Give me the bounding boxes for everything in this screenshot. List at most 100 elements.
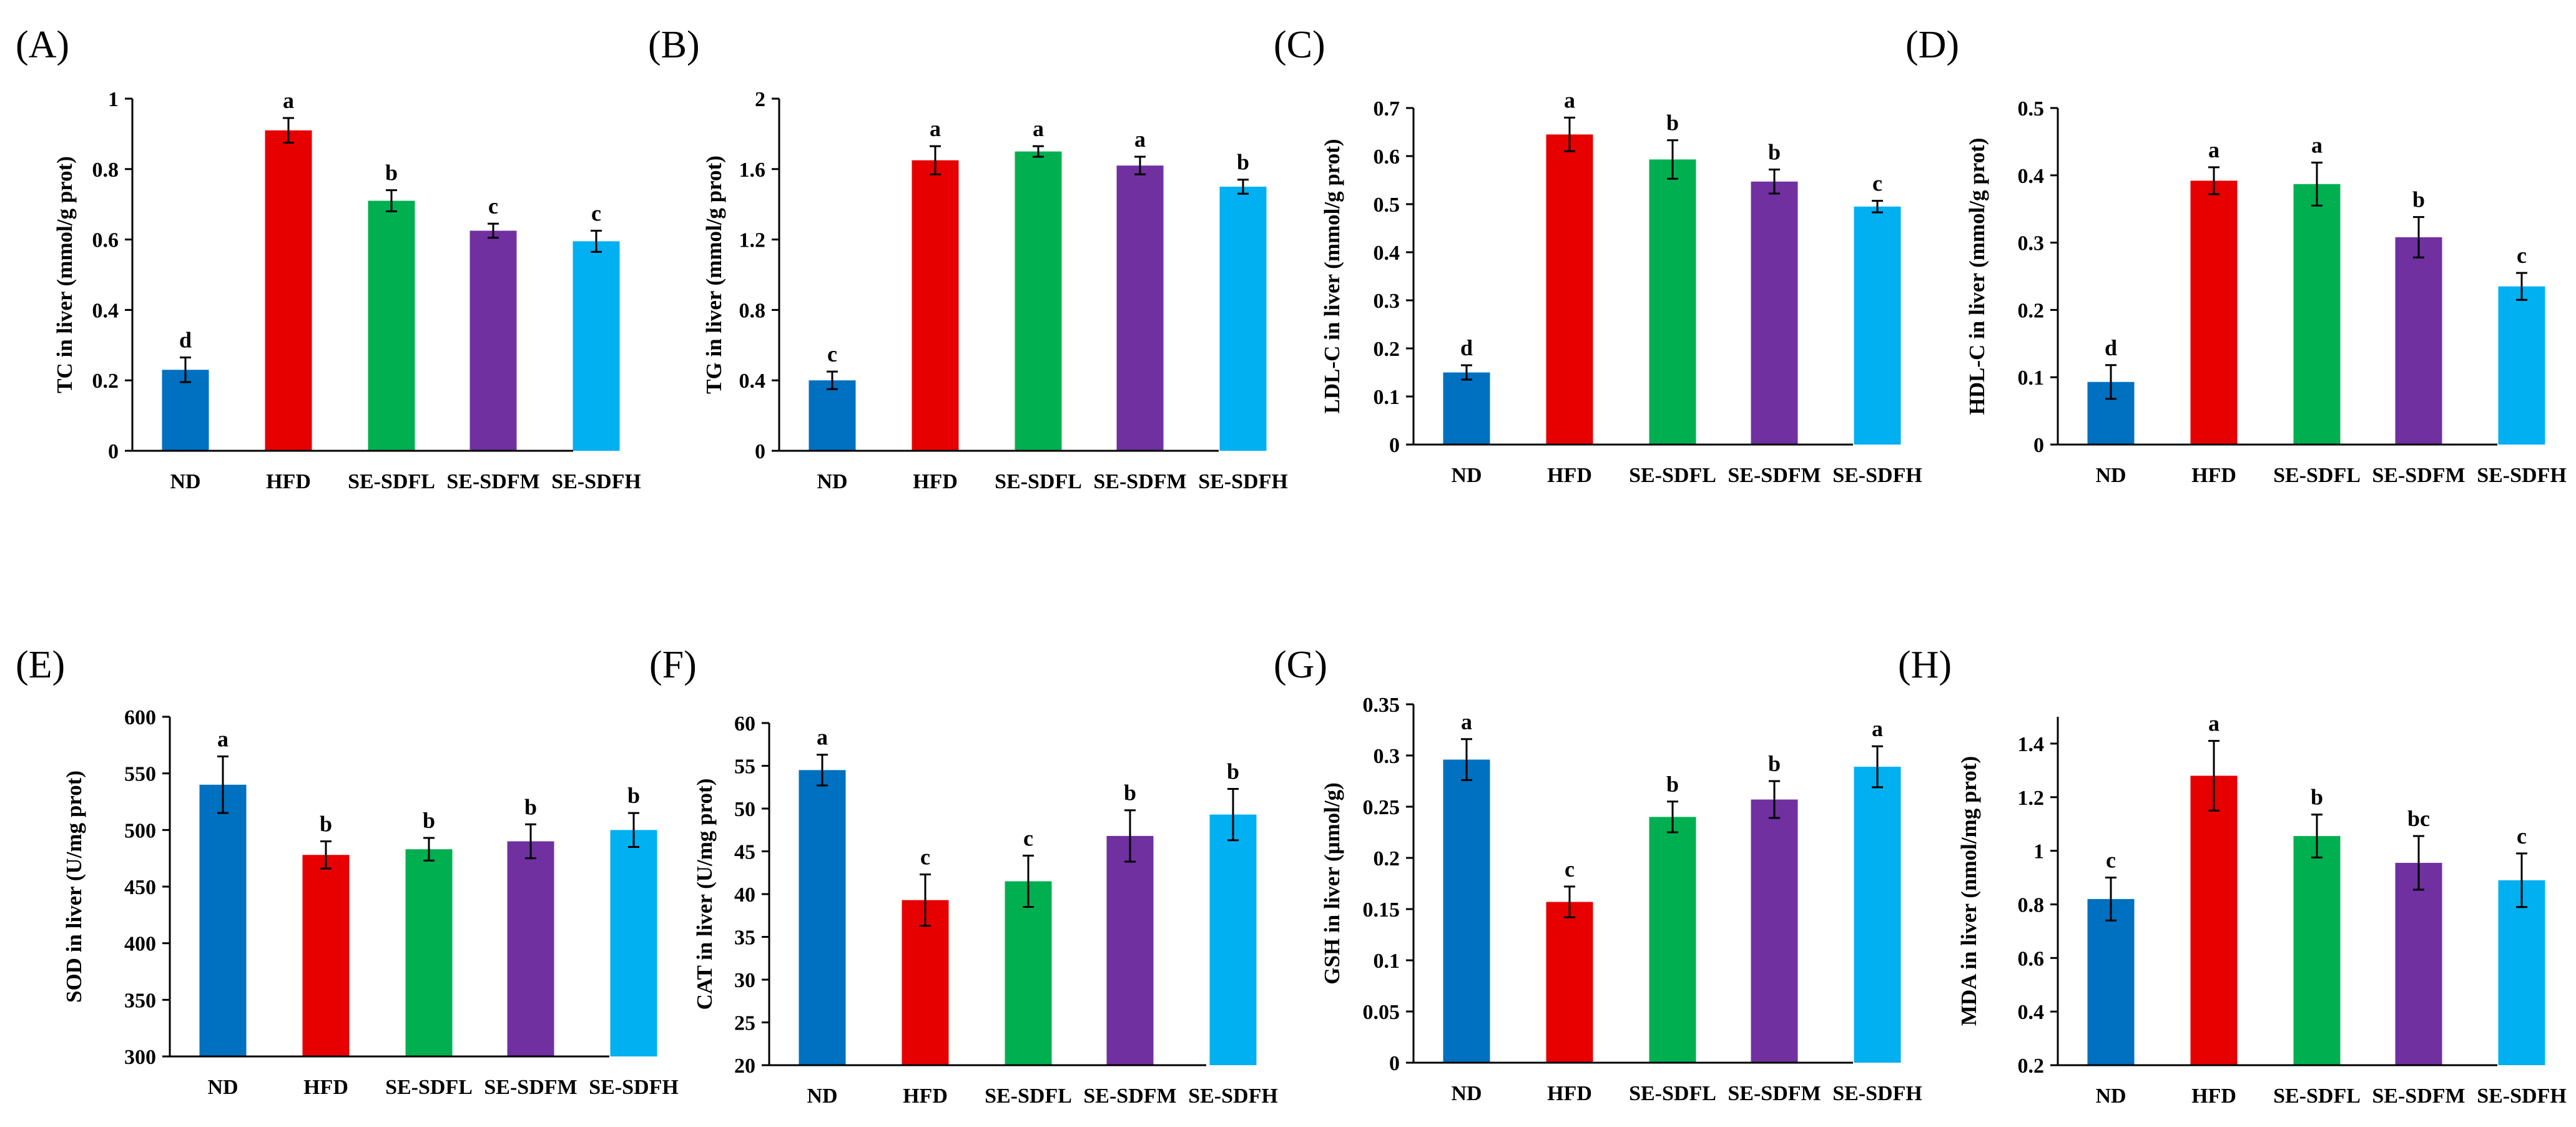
- panel-a-significance-se-sdfh: c: [591, 201, 601, 226]
- panel-d-letter: (D): [1905, 24, 1959, 66]
- panel-e-significance-se-sdfm: b: [524, 794, 537, 819]
- panel-g-bar-nd: [1443, 759, 1490, 1063]
- panel-h-letter: (H): [1898, 644, 1952, 686]
- panel-g-y-axis-title: GSH in liver (μmol/g): [1320, 782, 1344, 985]
- panel-b-y-tick-label: 1.2: [739, 229, 766, 252]
- panel-g-bar-se-sdfm: [1751, 799, 1798, 1063]
- panel-d-error-bar-se-sdfm: [2413, 216, 2424, 258]
- panel-h-y-tick-label: 1: [2033, 840, 2044, 864]
- panel-b-significance-se-sdfh: b: [1237, 150, 1249, 175]
- panel-a-x-label-se-sdfm: SE-SDFM: [446, 470, 539, 493]
- panel-g-x-label-nd: ND: [1451, 1082, 1482, 1105]
- panel-c-significance-se-sdfm: b: [1768, 140, 1781, 165]
- panel-a-y-tick-label: 0.2: [92, 370, 119, 393]
- panel-g-significance-se-sdfm: b: [1768, 751, 1781, 776]
- panel-e-y-tick-label: 500: [124, 819, 156, 842]
- panel-f-bar-se-sdfm: [1106, 835, 1154, 1065]
- panel-a-significance-se-sdfm: c: [488, 194, 498, 219]
- panel-g-significance-nd: a: [1461, 709, 1472, 734]
- panel-d-error-bar-se-sdfh: [2516, 272, 2527, 301]
- panel-b-y-tick-label: 1.6: [739, 159, 766, 182]
- panel-e-y-tick-label: 350: [124, 989, 156, 1012]
- panel-e: (E) SOD in liver (U/mg prot) 300 350 400 450 5…: [16, 644, 679, 1099]
- panel-c-y-axis-title: LDL-C in liver (mmol/g prot): [1320, 139, 1344, 413]
- panel-f-error-bar-se-sdfh: [1227, 787, 1239, 842]
- panel-g-error-bar-nd: [1461, 738, 1472, 781]
- panel-b-bar-se-sdfl: [1015, 151, 1062, 451]
- panel-b-error-bar-se-sdfh: [1237, 179, 1249, 195]
- panel-c-error-bar-se-sdfl: [1667, 139, 1678, 180]
- panel-a-y-tick-label: 0.6: [92, 229, 119, 252]
- panel-d-x-label-se-sdfh: SE-SDFH: [2477, 464, 2567, 487]
- panel-h-significance-hfd: a: [2208, 711, 2220, 736]
- panel-e-error-bar-se-sdfl: [423, 837, 435, 862]
- panel-e-y-axis-title: SOD in liver (U/mg prot): [62, 770, 86, 1003]
- panel-a-bar-se-sdfl: [368, 200, 415, 451]
- panel-b-x-label-se-sdfl: SE-SDFL: [995, 470, 1082, 493]
- panel-c-y-tick-label: 0.6: [1374, 145, 1400, 169]
- panel-h-significance-se-sdfl: b: [2311, 785, 2323, 810]
- panel-h-y-tick-label: 0.8: [2018, 893, 2045, 917]
- panel-g-y-tick-label: 0.1: [1374, 950, 1400, 973]
- panel-h: (H) MDA in liver (nmol/mg prot) 0.2 0.4 0.6 0…: [1898, 644, 2567, 1108]
- panel-d: (D) HDL-C in liver (mmol/g prot) 0 0.1 0.2 0.…: [1905, 24, 2567, 487]
- panel-c-x-label-se-sdfh: SE-SDFH: [1832, 464, 1922, 487]
- panel-f-y-tick-label: 20: [734, 1055, 755, 1078]
- panel-f-error-bar-nd: [817, 754, 828, 787]
- panel-f-significance-se-sdfl: c: [1023, 825, 1033, 850]
- panel-d-x-label-hfd: HFD: [2191, 464, 2236, 487]
- panel-a-bar-se-sdfh: [573, 241, 620, 451]
- panel-e-y-tick-label: 550: [124, 763, 156, 786]
- panel-c-y-tick-label: 0.4: [1374, 242, 1400, 265]
- panel-a-bar-hfd: [265, 130, 312, 451]
- panel-g-error-bar-se-sdfh: [1872, 745, 1883, 789]
- panel-b-significance-nd: c: [827, 342, 837, 367]
- panel-c-y-tick-label: 0: [1389, 434, 1400, 457]
- panel-f-significance-nd: a: [817, 725, 828, 750]
- panel-a-y-tick-label: 0: [108, 440, 119, 463]
- panel-b-x-label-se-sdfm: SE-SDFM: [1093, 470, 1186, 493]
- panel-e-bar-hfd: [302, 855, 350, 1056]
- panel-h-y-tick-label: 0.6: [2018, 947, 2045, 970]
- panel-g-x-label-se-sdfl: SE-SDFL: [1629, 1082, 1716, 1105]
- panel-c-x-label-se-sdfl: SE-SDFL: [1629, 464, 1716, 487]
- panel-g-y-tick-label: 0.05: [1363, 1001, 1400, 1024]
- panel-b-y-tick-label: 2: [755, 88, 765, 111]
- panel-b-significance-hfd: a: [930, 116, 941, 141]
- panel-h-y-tick-label: 1.4: [2018, 733, 2045, 756]
- panel-g-y-tick-label: 0.2: [1374, 847, 1400, 870]
- panel-b-error-bar-nd: [827, 370, 838, 390]
- panel-b-x-label-nd: ND: [817, 470, 847, 493]
- panel-f-significance-se-sdfm: b: [1124, 780, 1136, 805]
- panel-b-significance-se-sdfm: a: [1134, 127, 1146, 152]
- panel-a-error-bar-nd: [180, 357, 191, 383]
- panel-e-bar-nd: [199, 784, 247, 1056]
- panel-d-y-tick-label: 0.2: [2018, 299, 2045, 322]
- panel-c-error-bar-hfd: [1564, 116, 1575, 152]
- panel-d-bar-se-sdfm: [2395, 237, 2442, 445]
- panel-g-significance-se-sdfl: b: [1666, 772, 1679, 797]
- panel-c-x-label-se-sdfm: SE-SDFM: [1728, 464, 1821, 487]
- panel-h-x-label-se-sdfh: SE-SDFH: [2477, 1085, 2567, 1108]
- panel-e-bar-se-sdfm: [507, 841, 554, 1056]
- panel-f-bar-nd: [799, 770, 846, 1065]
- panel-b-x-label-se-sdfh: SE-SDFH: [1198, 470, 1288, 493]
- panel-f-y-tick-label: 35: [734, 927, 755, 950]
- panel-f-x-label-se-sdfm: SE-SDFM: [1083, 1085, 1176, 1108]
- panel-c-error-bar-se-sdfh: [1872, 200, 1883, 214]
- panel-e-y-tick-label: 300: [124, 1046, 156, 1069]
- panel-c-y-tick-label: 0.2: [1374, 338, 1400, 361]
- panel-d-y-tick-label: 0.1: [2018, 367, 2045, 390]
- panel-c-significance-nd: d: [1460, 335, 1473, 360]
- panel-h-y-axis-title: MDA in liver (nmol/mg prot): [1957, 756, 1981, 1026]
- panel-b-y-tick-label: 0: [755, 440, 765, 463]
- panel-c-y-tick-label: 0.5: [1374, 194, 1400, 217]
- panel-e-significance-se-sdfh: b: [627, 783, 640, 808]
- panel-b-bar-nd: [809, 380, 856, 451]
- panel-g-y-tick-label: 0.35: [1363, 694, 1400, 717]
- panel-h-bar-nd: [2087, 898, 2135, 1065]
- panel-a: (A) TC in liver (mmol/g prot) 0 0.2 0.4 0.6 0.…: [16, 24, 641, 493]
- panel-c-letter: (C): [1274, 24, 1325, 66]
- panel-d-x-label-nd: ND: [2095, 464, 2126, 487]
- panel-e-x-label-se-sdfl: SE-SDFL: [385, 1076, 473, 1099]
